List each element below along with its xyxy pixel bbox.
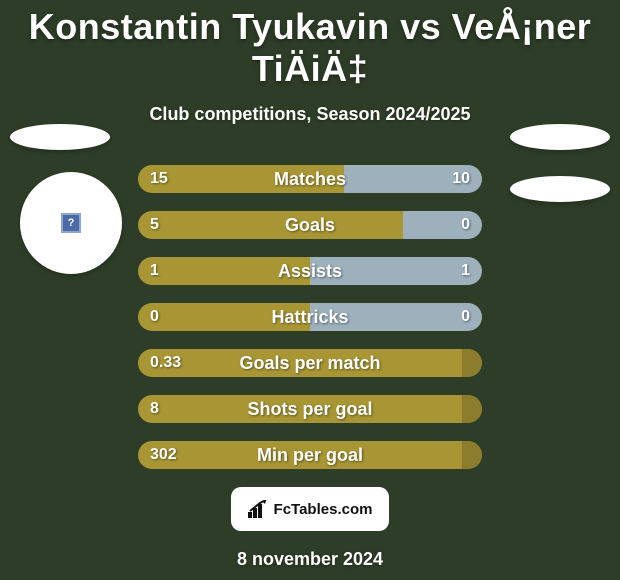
- placeholder-icon: ?: [61, 213, 81, 233]
- stat-row: Min per goal302: [138, 441, 482, 469]
- stat-fill-right: [310, 303, 482, 331]
- page-title: Konstantin Tyukavin vs VeÅ¡ner TiÄiÄ‡: [0, 0, 620, 90]
- brand-badge: FcTables.com: [231, 487, 389, 531]
- stat-fill-left: [138, 395, 482, 423]
- stat-fill-left: [138, 303, 310, 331]
- brand-text: FcTables.com: [274, 501, 373, 518]
- player1-badge-top: [10, 124, 110, 150]
- stat-fill-right: [344, 165, 482, 193]
- player2-badge-top: [510, 124, 610, 150]
- player2-badge-bottom: [510, 176, 610, 202]
- stat-row: Goals50: [138, 211, 482, 239]
- stat-fill-left: [138, 211, 403, 239]
- stats-container: Matches1510 Goals50 Assists11 Hattricks00 Go…: [138, 165, 482, 469]
- stat-fill-left: [138, 165, 344, 193]
- stat-fill-right: [403, 211, 482, 239]
- stat-fill-left: [138, 257, 310, 285]
- stat-fill-left: [138, 441, 482, 469]
- stat-fill-left: [138, 349, 482, 377]
- stat-row: Matches1510: [138, 165, 482, 193]
- date-text: 8 november 2024: [0, 549, 620, 570]
- stat-fill-right: [310, 257, 482, 285]
- brand-icon: [248, 500, 270, 518]
- stat-row: Goals per match0.33: [138, 349, 482, 377]
- stat-row: Assists11: [138, 257, 482, 285]
- content-root: Konstantin Tyukavin vs VeÅ¡ner TiÄiÄ‡ Cl…: [0, 0, 620, 570]
- stat-row: Hattricks00: [138, 303, 482, 331]
- page-subtitle: Club competitions, Season 2024/2025: [0, 104, 620, 125]
- player1-avatar: ?: [20, 172, 122, 274]
- stat-row: Shots per goal8: [138, 395, 482, 423]
